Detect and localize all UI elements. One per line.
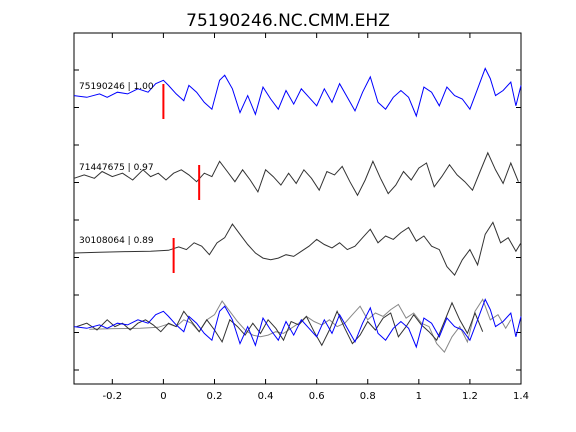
x-tick-label: 0.6 <box>309 391 325 402</box>
x-tick-label: 1.4 <box>513 391 529 402</box>
trace-label: 71447675 | 0.97 <box>79 163 154 173</box>
x-tick-label: 0.2 <box>207 391 223 402</box>
trace-label: 30108064 | 0.89 <box>79 236 154 246</box>
x-tick-label: 1 <box>416 391 422 402</box>
overlay-waveform-line <box>89 298 512 353</box>
axis-ticks <box>74 33 522 384</box>
x-tick-label: 0.8 <box>360 391 376 402</box>
x-tick-label: 0 <box>160 391 166 402</box>
overlay-waveform-line <box>76 301 484 347</box>
waveform-line <box>73 221 522 276</box>
x-tick-labels: -0.2 0 0.2 0.4 0.6 0.8 1 1.2 1.4 <box>103 391 529 402</box>
overlay-waveform-line <box>73 298 522 349</box>
aligned-overlay <box>73 298 522 353</box>
waveform-traces: 75190246 | 1.00 71447675 | 0.97 30108064 |… <box>73 67 522 276</box>
plot-frame <box>73 32 522 385</box>
chart-title: 75190246.NC.CMM.EHZ <box>186 11 390 31</box>
waveform-line <box>73 151 519 197</box>
x-tick-label: -0.2 <box>103 391 123 402</box>
x-tick-label: 0.4 <box>258 391 274 402</box>
trace-label: 75190246 | 1.00 <box>79 82 154 92</box>
waveform-line <box>73 67 522 118</box>
x-tick-label: 1.2 <box>462 391 478 402</box>
